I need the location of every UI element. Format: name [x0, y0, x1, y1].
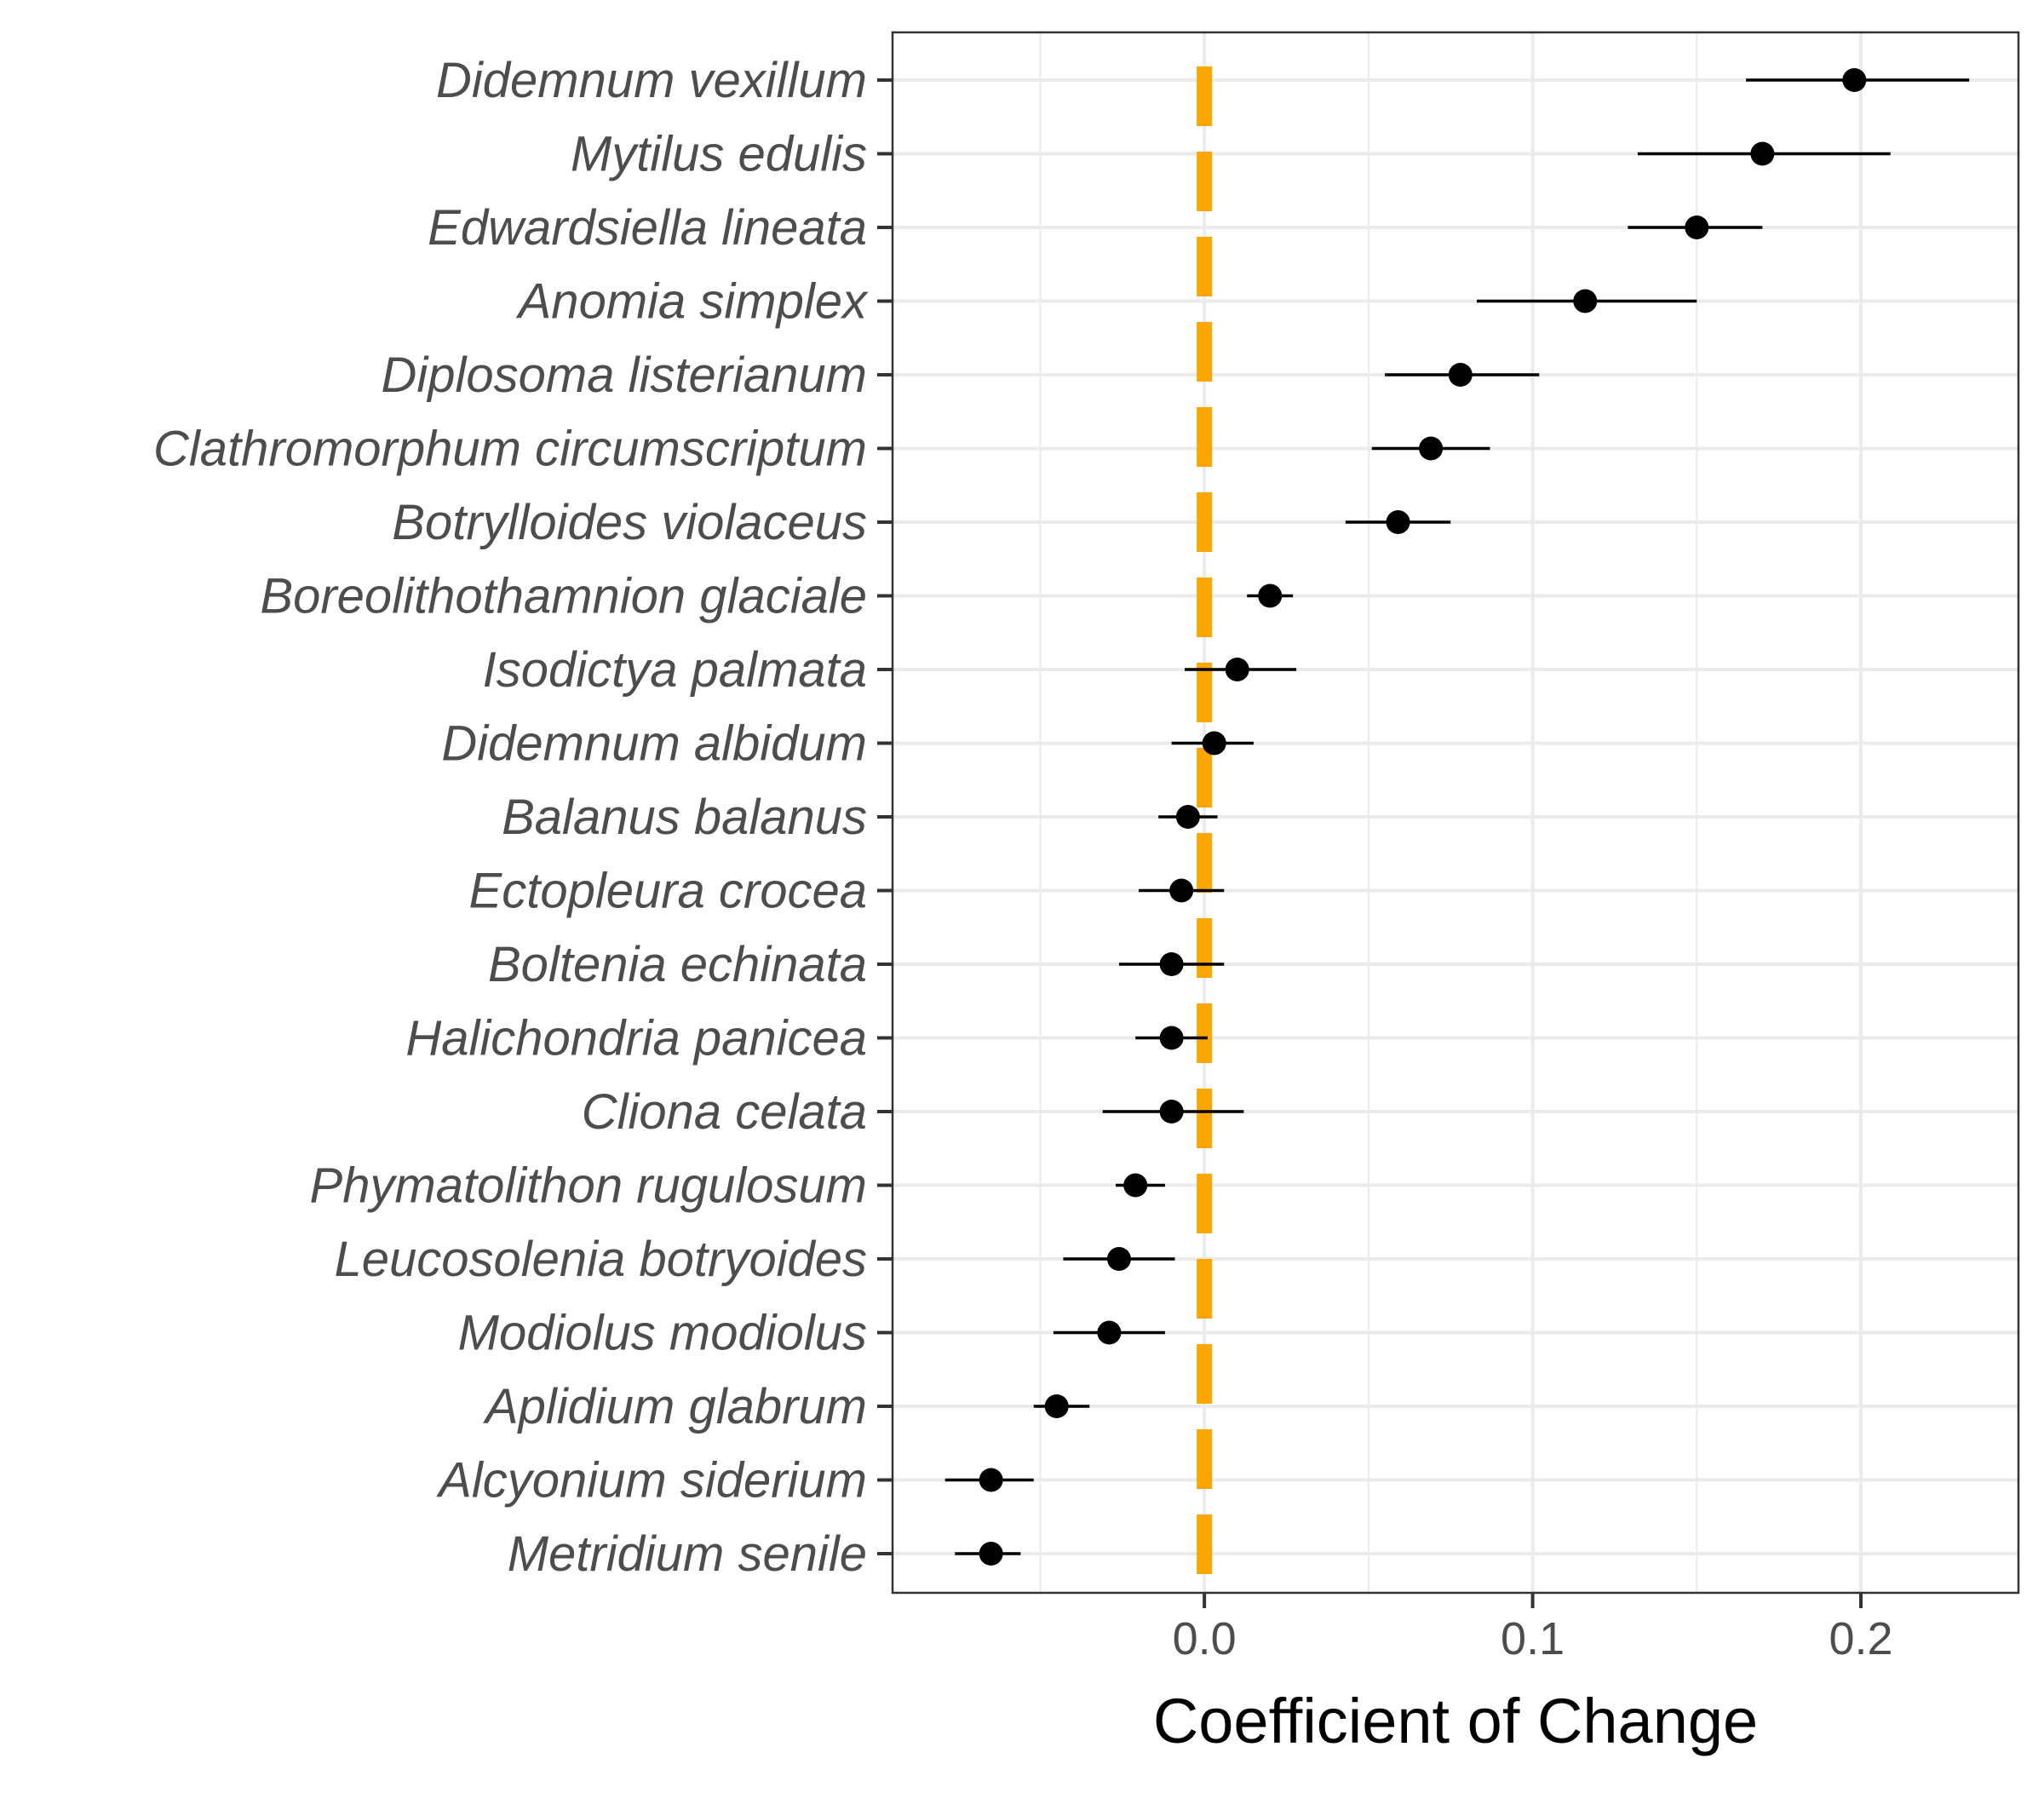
y-tick-label: Edwardsiella lineata: [428, 200, 867, 256]
plot-panel-background: [893, 32, 2018, 1593]
x-axis: 0.0 0.1 0.2: [1173, 1593, 1893, 1664]
y-tick-label: Didemnum vexillum: [436, 53, 867, 108]
y-tick-label: Boltenia echinata: [488, 937, 867, 992]
y-tick-label: Alcyonium siderium: [436, 1453, 867, 1509]
point-layer: [979, 68, 1867, 1566]
estimate-point: [1685, 216, 1709, 239]
y-tick-label: Aplidium glabrum: [483, 1379, 867, 1434]
y-tick-label: Halichondria panicea: [405, 1011, 867, 1066]
y-tick-label: Ectopleura crocea: [469, 864, 867, 919]
y-axis: Didemnum vexillum Mytilus edulis Edwardsie…: [153, 53, 893, 1582]
y-tick-label: Balanus balanus: [502, 790, 867, 845]
estimate-point: [979, 1542, 1003, 1566]
estimate-point: [1750, 141, 1775, 166]
y-tick-label: Isodictya palmata: [483, 642, 867, 698]
y-tick-label: Leucosolenia botryoides: [334, 1232, 867, 1287]
x-tick-label: 0.2: [1829, 1613, 1892, 1664]
estimate-point: [1159, 952, 1184, 976]
x-tick-label: 0.0: [1173, 1613, 1237, 1664]
estimate-point: [979, 1468, 1003, 1492]
y-tick-label: Anomia simplex: [516, 274, 869, 330]
estimate-point: [1419, 436, 1444, 461]
estimate-point: [1386, 510, 1410, 534]
x-tick-label: 0.1: [1501, 1613, 1565, 1664]
estimate-point: [1258, 583, 1283, 608]
estimate-point: [1159, 1026, 1184, 1050]
estimate-point: [1448, 363, 1473, 387]
plot-panel-border: [891, 31, 2020, 1595]
estimate-point: [1169, 878, 1194, 903]
estimate-point: [1842, 68, 1867, 92]
y-tick-label: Modiolus modiolus: [458, 1306, 867, 1361]
y-tick-label: Boreolithothamnion glaciale: [260, 569, 867, 624]
estimate-point: [1044, 1394, 1069, 1418]
y-tick-label: Clathromorphum circumscriptum: [153, 422, 867, 477]
estimate-point: [1123, 1173, 1148, 1198]
y-tick-label: Didemnum albidum: [441, 716, 867, 772]
x-axis-title: Coefficient of Change: [1153, 1686, 1758, 1756]
estimate-point: [1106, 1247, 1131, 1271]
estimate-point: [1202, 731, 1226, 756]
y-tick-label: Metridium senile: [508, 1526, 867, 1582]
y-tick-label: Mytilus edulis: [571, 127, 867, 182]
y-tick-label: Diplosoma listerianum: [381, 348, 867, 403]
y-tick-label: Phymatolithon rugulosum: [310, 1158, 867, 1214]
estimate-point: [1175, 805, 1200, 829]
estimate-point: [1097, 1320, 1122, 1345]
estimate-point: [1225, 658, 1249, 681]
y-tick-label: Botrylloides violaceus: [392, 495, 867, 550]
estimate-point: [1159, 1100, 1184, 1123]
grid-major: [893, 32, 2018, 1593]
y-tick-label: Cliona celata: [582, 1084, 867, 1140]
estimate-point: [1573, 289, 1598, 313]
